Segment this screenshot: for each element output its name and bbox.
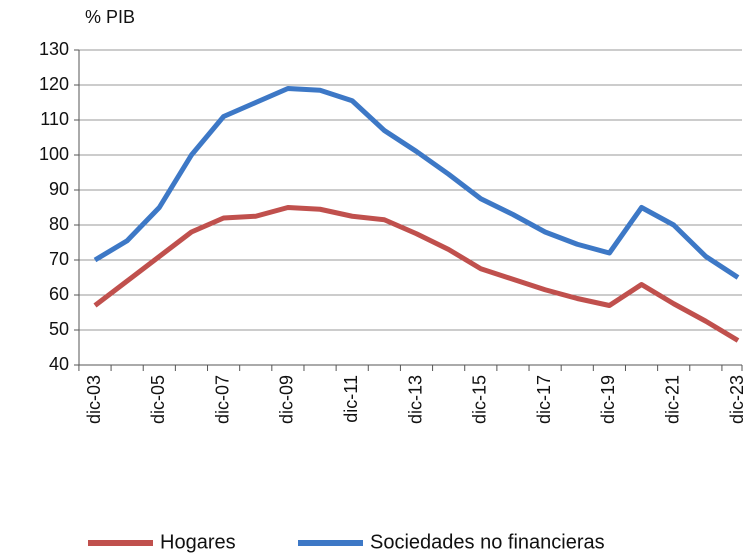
x-tick-label: dic-09 — [277, 375, 297, 424]
y-axis-title: % PIB — [85, 7, 135, 27]
y-tick-label: 90 — [49, 179, 69, 199]
y-tick-label: 80 — [49, 214, 69, 234]
series-line — [93, 86, 740, 280]
x-tick-label: dic-11 — [341, 375, 361, 423]
x-tick-label: dic-19 — [598, 375, 618, 424]
y-tick-label: 100 — [39, 144, 69, 164]
x-tick-label: dic-15 — [470, 375, 490, 424]
x-tick-label: dic-21 — [662, 375, 682, 424]
series-line — [93, 205, 740, 343]
x-tick-label: dic-13 — [405, 375, 425, 424]
x-tick-label: dic-17 — [534, 375, 554, 424]
y-tick-label: 130 — [39, 39, 69, 59]
x-tick-label: dic-03 — [84, 375, 104, 424]
y-tick-label: 60 — [49, 284, 69, 304]
legend-label: Sociedades no financieras — [370, 531, 605, 553]
legend-label: Hogares — [160, 531, 236, 553]
x-tick-label: dic-05 — [148, 375, 168, 424]
x-tick-label: dic-07 — [212, 375, 232, 424]
y-tick-label: 70 — [49, 249, 69, 269]
y-tick-label: 120 — [39, 74, 69, 94]
x-tick-label: dic-23 — [727, 375, 747, 424]
y-tick-label: 50 — [49, 319, 69, 339]
y-tick-label: 110 — [40, 109, 69, 129]
y-tick-label: 40 — [49, 354, 69, 374]
